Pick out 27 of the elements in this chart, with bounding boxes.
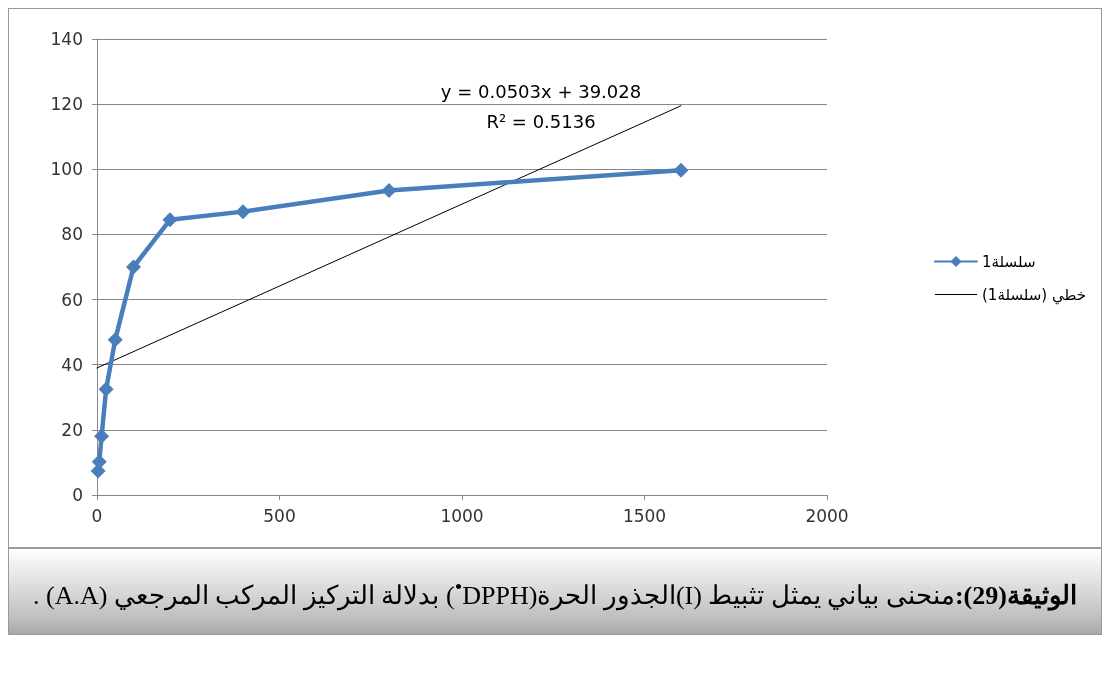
x-tick-label: 1500 bbox=[622, 505, 667, 526]
x-tick-label: 500 bbox=[263, 505, 296, 526]
y-tick-label: 120 bbox=[50, 94, 83, 115]
y-tick-label: 80 bbox=[61, 224, 83, 245]
point bbox=[162, 212, 178, 228]
x-tick-label: 2000 bbox=[805, 505, 849, 526]
annotation: R² = 0.5136 bbox=[486, 111, 596, 133]
annotation: y = 0.0503x + 39.028 bbox=[440, 81, 642, 103]
y-tick-label: 140 bbox=[50, 29, 83, 49]
legend-label: خطي (سلسلة1) bbox=[981, 285, 1087, 305]
point bbox=[126, 259, 141, 275]
point bbox=[235, 204, 251, 220]
y-tick-label: 40 bbox=[61, 354, 83, 375]
text: منحنى بياني يمثل تثبيط (I)الجذور الحرة(DPPH$^{•}$) بدلالة التركيز المركب المرجعي (A.A) . bbox=[33, 575, 955, 610]
point bbox=[107, 332, 123, 348]
y-tick-label: 0 bbox=[72, 485, 83, 505]
text: الوثيقة(29): bbox=[954, 580, 1077, 610]
y-tick-label: 100 bbox=[50, 159, 83, 180]
point bbox=[673, 162, 689, 178]
point bbox=[381, 182, 397, 198]
x-tick-label: 1000 bbox=[440, 505, 484, 526]
y-tick-label: 20 bbox=[61, 419, 83, 440]
point bbox=[94, 428, 110, 444]
point bbox=[98, 381, 114, 397]
legend-label: سلسلة1 bbox=[981, 252, 1036, 271]
y-tick-label: 60 bbox=[61, 289, 83, 310]
x-tick-label: 0 bbox=[91, 505, 103, 526]
